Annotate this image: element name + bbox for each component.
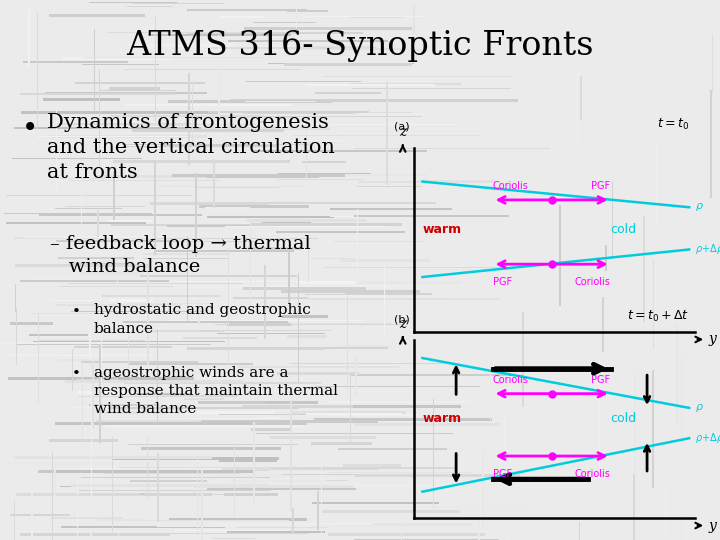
Text: y: y — [708, 333, 716, 347]
Text: y: y — [708, 518, 716, 532]
Text: Coriolis: Coriolis — [492, 375, 528, 384]
Text: PGF: PGF — [492, 277, 512, 287]
Text: Coriolis: Coriolis — [575, 469, 611, 478]
Text: ATMS 316- Synoptic Fronts: ATMS 316- Synoptic Fronts — [126, 30, 594, 62]
Text: •: • — [22, 116, 38, 143]
Text: ageostrophic winds are a
response that maintain thermal
wind balance: ageostrophic winds are a response that m… — [94, 366, 338, 416]
Text: PGF: PGF — [492, 469, 512, 478]
Text: warm: warm — [423, 412, 462, 425]
Text: (a): (a) — [395, 122, 410, 132]
Text: $t = t_0 + \Delta t$: $t = t_0 + \Delta t$ — [627, 309, 689, 324]
Text: z: z — [399, 317, 406, 330]
Text: $\rho\!+\!\Delta\rho$: $\rho\!+\!\Delta\rho$ — [695, 242, 720, 256]
Text: cold: cold — [611, 223, 636, 236]
Text: (b): (b) — [395, 314, 410, 324]
Text: Coriolis: Coriolis — [575, 277, 611, 287]
Text: PGF: PGF — [591, 181, 611, 191]
Text: – feedback loop → thermal
   wind balance: – feedback loop → thermal wind balance — [50, 235, 311, 276]
Text: $\rho$: $\rho$ — [695, 402, 703, 414]
Text: $t = t_0$: $t = t_0$ — [657, 117, 689, 132]
Text: z: z — [399, 125, 406, 139]
Text: •: • — [72, 305, 81, 319]
Text: hydrostatic and geostrophic
balance: hydrostatic and geostrophic balance — [94, 303, 310, 336]
Text: PGF: PGF — [591, 375, 611, 384]
Text: •: • — [72, 367, 81, 381]
Text: Dynamics of frontogenesis
and the vertical circulation
at fronts: Dynamics of frontogenesis and the vertic… — [47, 113, 335, 183]
Text: warm: warm — [423, 223, 462, 236]
Text: $\rho\!+\!\Delta\rho$: $\rho\!+\!\Delta\rho$ — [695, 431, 720, 445]
Text: $\rho$: $\rho$ — [695, 201, 703, 213]
Text: Coriolis: Coriolis — [492, 181, 528, 191]
Text: cold: cold — [611, 412, 636, 425]
